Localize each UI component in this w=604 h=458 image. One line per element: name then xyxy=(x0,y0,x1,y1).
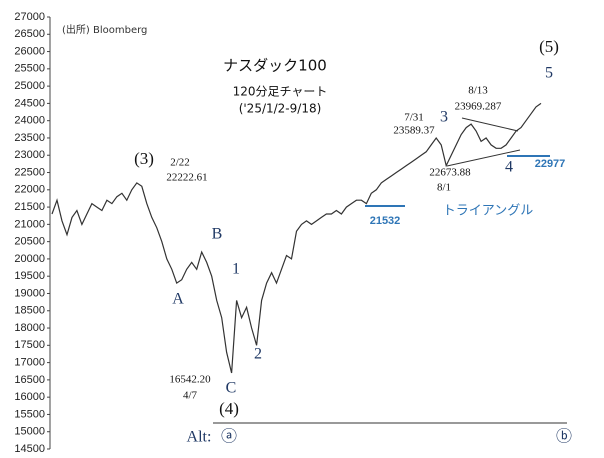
annotation: ⓑ xyxy=(556,428,572,446)
annotation: ⓐ xyxy=(221,428,237,446)
y-tick-label: 20500 xyxy=(14,236,45,248)
level-label: 22977 xyxy=(535,158,566,170)
y-tick-label: 17500 xyxy=(14,339,45,351)
annotation: 23969.287 xyxy=(455,101,502,113)
y-tick-label: 27000 xyxy=(14,11,45,23)
annotation: (5) xyxy=(539,37,559,56)
y-tick-label: 24000 xyxy=(14,115,45,127)
y-tick-label: 21000 xyxy=(14,218,45,230)
triangle-upper-line xyxy=(461,117,519,132)
annotation: 1 xyxy=(232,261,240,278)
annotation: 23589.37 xyxy=(393,125,435,137)
source: (出所) Bloomberg xyxy=(62,23,147,36)
chart-title: ナスダック100 xyxy=(223,57,327,75)
y-tick-label: 14500 xyxy=(14,443,45,455)
annotation: 4 xyxy=(505,159,513,176)
annotation: (4) xyxy=(219,399,239,418)
annotation: 3 xyxy=(440,109,448,126)
chart-subtitle: 120分足チャート xyxy=(233,85,328,99)
annotation: 5 xyxy=(545,65,553,82)
y-tick-label: 18000 xyxy=(14,322,45,334)
annotation: 8/13 xyxy=(468,85,488,97)
annotation: 8/1 xyxy=(437,182,451,194)
y-tick-label: 22500 xyxy=(14,166,45,178)
y-tick-label: 25000 xyxy=(14,80,45,92)
y-tick-label: 23000 xyxy=(14,149,45,161)
price-line xyxy=(51,102,542,374)
y-tick-label: 19000 xyxy=(14,287,45,299)
y-tick-label: 23500 xyxy=(14,132,45,144)
annotation: 2 xyxy=(254,346,262,363)
y-tick-label: 15000 xyxy=(14,426,45,438)
level-label: 21532 xyxy=(370,215,401,227)
y-tick-label: 26000 xyxy=(14,45,45,57)
annotation: 7/31 xyxy=(404,112,424,124)
y-tick-label: 24500 xyxy=(14,97,45,109)
chart-period: ('25/1/2-9/18) xyxy=(239,102,322,116)
y-tick-label: 15500 xyxy=(14,408,45,420)
annotation: Alt: xyxy=(187,429,212,446)
y-tick-label: 19500 xyxy=(14,270,45,282)
annotation: C xyxy=(226,380,237,397)
annotation: トライアングル xyxy=(443,204,533,219)
y-tick-label: 18500 xyxy=(14,305,45,317)
annotation: (3) xyxy=(134,149,154,168)
annotation: 4/7 xyxy=(183,390,198,402)
annotation: 22673.88 xyxy=(429,167,471,179)
annotation: 2/22 xyxy=(170,157,190,169)
annotation: 22222.61 xyxy=(166,172,207,184)
y-tick-label: 22000 xyxy=(14,184,45,196)
y-tick-label: 20000 xyxy=(14,253,45,265)
y-tick-label: 17000 xyxy=(14,357,45,369)
annotation: 16542.20 xyxy=(169,374,211,386)
triangle-lower-line xyxy=(446,149,521,167)
y-tick-label: 21500 xyxy=(14,201,45,213)
y-tick-label: 26500 xyxy=(14,28,45,40)
y-tick-label: 16500 xyxy=(14,374,45,386)
y-tick-label: 16000 xyxy=(14,391,45,403)
y-tick-label: 25500 xyxy=(14,63,45,75)
annotation: A xyxy=(172,291,184,308)
annotation: B xyxy=(212,226,223,243)
